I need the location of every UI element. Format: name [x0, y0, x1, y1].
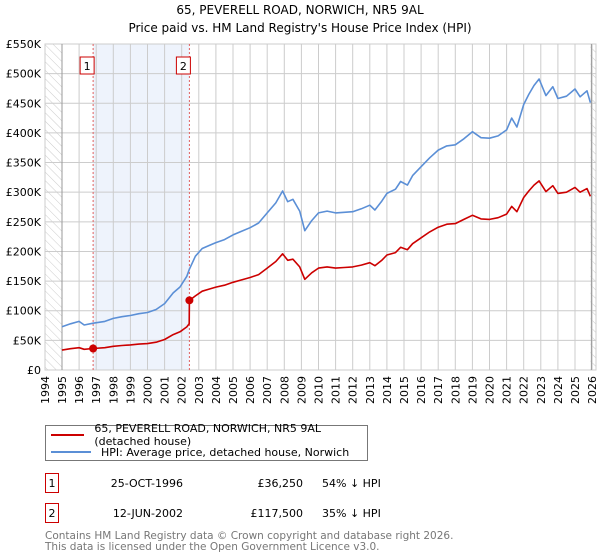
- x-tick-label: 2003: [193, 376, 206, 404]
- y-tick-label: £550K: [6, 38, 42, 51]
- sale-date: 12-JUN-2002: [112, 506, 183, 520]
- x-tick-label: 2022: [518, 376, 531, 404]
- footer-line-2: This data is licensed under the Open Gov…: [45, 541, 380, 553]
- x-tick-label: 2014: [381, 376, 394, 404]
- sale-point: [89, 344, 98, 353]
- x-tick-label: 2000: [142, 376, 155, 404]
- x-tick-label: 2001: [159, 376, 172, 404]
- x-tick-label: 2015: [398, 376, 411, 404]
- sale-marker-label: 2: [180, 60, 187, 73]
- x-tick-label: 2007: [261, 376, 274, 404]
- legend-swatch-red: [51, 434, 85, 436]
- x-tick-label: 2011: [330, 376, 343, 404]
- no-data-hatch-left: [45, 44, 62, 370]
- x-tick-label: 2016: [415, 376, 428, 404]
- x-tick-label: 2002: [176, 376, 189, 404]
- chart-title: 65, PEVERELL ROAD, NORWICH, NR5 9AL: [176, 3, 424, 17]
- sale-marker-box: [79, 56, 95, 75]
- footer: Contains HM Land Registry data © Crown c…: [45, 531, 453, 553]
- x-tick-label: 2004: [210, 376, 223, 404]
- y-tick-label: £500K: [6, 68, 42, 81]
- legend-item-property: 65, PEVERELL ROAD, NORWICH, NR5 9AL (det…: [51, 422, 367, 448]
- hpi-line: [61, 78, 592, 328]
- chart-subtitle: Price paid vs. HM Land Registry's House …: [128, 21, 471, 35]
- property-price-line: [61, 180, 592, 351]
- sale-row: 2 12-JUN-2002 £117,500 35% ↓ HPI: [45, 502, 381, 524]
- sale-price: £117,500: [250, 506, 304, 520]
- x-tick-label: 2012: [347, 376, 360, 404]
- x-tick-label: 1999: [124, 376, 137, 404]
- sale-date: 25-OCT-1996: [110, 476, 183, 490]
- x-tick-label: 2010: [313, 376, 326, 404]
- x-tick-label: 2018: [449, 376, 462, 404]
- x-tick-label: 2026: [586, 376, 599, 404]
- x-tick-label: 1996: [73, 376, 86, 404]
- sale-marker-label: 1: [84, 60, 91, 73]
- sale-marker-box: [175, 56, 191, 75]
- y-tick-label: £350K: [6, 157, 42, 170]
- sale-price: £36,250: [257, 476, 304, 490]
- y-tick-label: £150K: [6, 275, 42, 288]
- x-tick-label: 2023: [535, 376, 548, 404]
- y-tick-label: £250K: [6, 216, 42, 229]
- sale-hpi-diff: 54% ↓ HPI: [322, 476, 381, 490]
- x-tick-label: 1995: [56, 376, 69, 404]
- x-tick-label: 2024: [552, 376, 565, 404]
- legend-item-hpi: HPI: Average price, detached house, Norw…: [51, 444, 349, 460]
- no-data-hatch-right: [590, 44, 596, 370]
- x-tick-label: 2025: [569, 376, 582, 404]
- legend-swatch-blue: [51, 451, 91, 453]
- y-tick-label: £0: [27, 364, 41, 377]
- x-tick-label: 1997: [90, 376, 103, 404]
- price-chart: 65, PEVERELL ROAD, NORWICH, NR5 9AL Pric…: [6, 3, 599, 404]
- legend-label: 65, PEVERELL ROAD, NORWICH, NR5 9AL (det…: [94, 422, 322, 448]
- x-tick-label: 2021: [501, 376, 514, 404]
- sale-point: [185, 296, 194, 305]
- ownership-band: [93, 44, 190, 370]
- y-tick-label: £300K: [6, 186, 42, 199]
- footer-line-1: Contains HM Land Registry data © Crown c…: [45, 530, 454, 542]
- y-tick-label: £100K: [6, 305, 42, 318]
- x-tick-label: 2009: [295, 376, 308, 404]
- y-tick-label: £200K: [6, 245, 42, 258]
- sale-badge: 1: [45, 473, 59, 493]
- x-tick-label: 2006: [244, 376, 257, 404]
- x-tick-label: 2005: [227, 376, 240, 404]
- x-tick-label: 1998: [107, 376, 120, 404]
- x-tick-label: 2017: [432, 376, 445, 404]
- legend: 65, PEVERELL ROAD, NORWICH, NR5 9AL (det…: [45, 422, 368, 461]
- sale-row: 1 25-OCT-1996 £36,250 54% ↓ HPI: [45, 472, 381, 494]
- x-tick-label: 2020: [484, 376, 497, 404]
- y-tick-label: £400K: [6, 127, 42, 140]
- y-tick-label: £50K: [13, 334, 42, 347]
- x-tick-label: 2008: [278, 376, 291, 404]
- legend-label: HPI: Average price, detached house, Norw…: [101, 445, 350, 459]
- sale-hpi-diff: 35% ↓ HPI: [322, 506, 381, 520]
- x-tick-label: 2013: [364, 376, 377, 404]
- sale-badge: 2: [45, 503, 59, 523]
- x-tick-label: 1994: [39, 376, 52, 404]
- x-tick-label: 2019: [466, 376, 479, 404]
- y-tick-label: £450K: [6, 97, 42, 110]
